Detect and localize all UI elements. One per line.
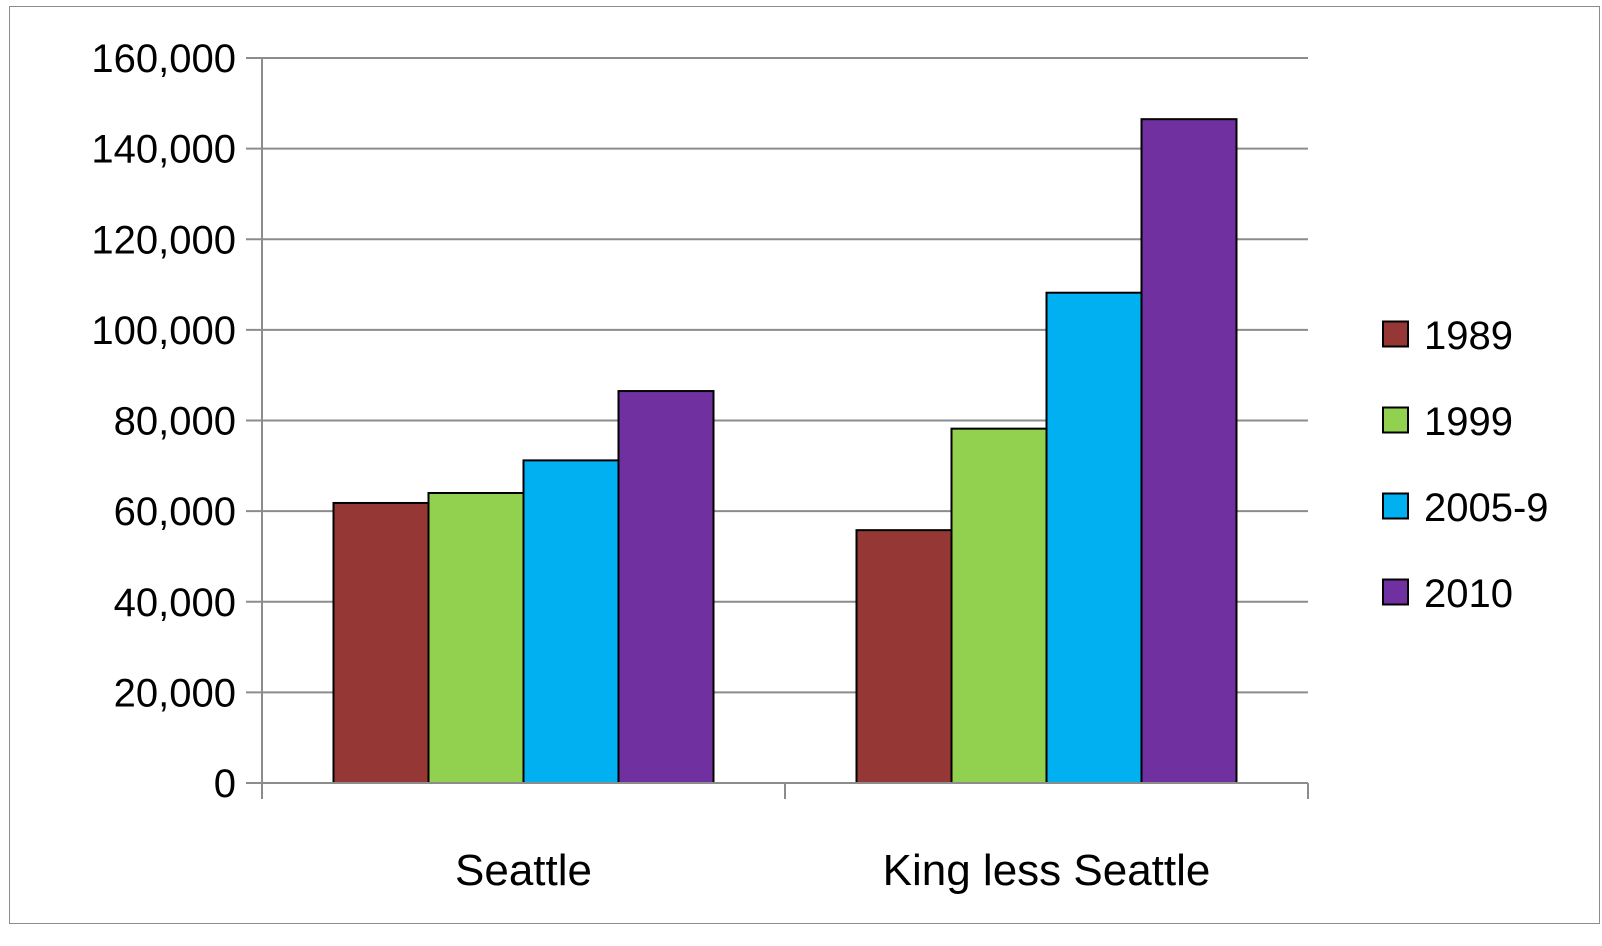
bar-2010-king-less-seattle	[1140, 118, 1238, 784]
y-tick-label: 40,000	[114, 581, 236, 625]
legend-swatch	[1382, 578, 1409, 606]
y-tick-label: 80,000	[114, 400, 236, 444]
y-axis-ticks: 0 20,000 40,000 60,000 80,000 100,000 120,000 1…	[91, 37, 262, 806]
bar-1989-king-less-seattle	[855, 529, 953, 784]
category-labels: Seattle King less Seattle	[455, 846, 1210, 895]
y-tick-label: 140,000	[91, 128, 236, 172]
y-tick-label: 20,000	[114, 671, 236, 715]
bar-1989-seattle	[332, 501, 430, 784]
legend-label: 2010	[1424, 572, 1513, 616]
legend-label: 1989	[1424, 314, 1513, 358]
chart-frame	[9, 6, 1600, 924]
bar-2010-seattle	[617, 390, 715, 784]
x-category-label: Seattle	[455, 846, 592, 895]
y-tick-label: 0	[214, 762, 236, 806]
bars	[332, 118, 1238, 784]
y-tick-label: 100,000	[91, 309, 236, 353]
legend: 1989 1999 2005-9 2010	[1382, 314, 1549, 616]
bar-1999-seattle	[427, 492, 525, 784]
bar-2005-9-seattle	[522, 459, 620, 784]
y-tick-label: 60,000	[114, 490, 236, 534]
x-category-label: King less Seattle	[883, 846, 1211, 895]
legend-swatch	[1382, 320, 1409, 348]
bar-1999-king-less-seattle	[950, 427, 1048, 784]
legend-label: 2005-9	[1424, 486, 1549, 530]
bar-2005-9-king-less-seattle	[1045, 291, 1143, 784]
axes	[261, 58, 1309, 799]
y-tick-label: 120,000	[91, 218, 236, 262]
legend-swatch	[1382, 406, 1409, 434]
y-tick-label: 160,000	[91, 37, 236, 81]
legend-swatch	[1382, 492, 1409, 520]
legend-label: 1999	[1424, 400, 1513, 444]
